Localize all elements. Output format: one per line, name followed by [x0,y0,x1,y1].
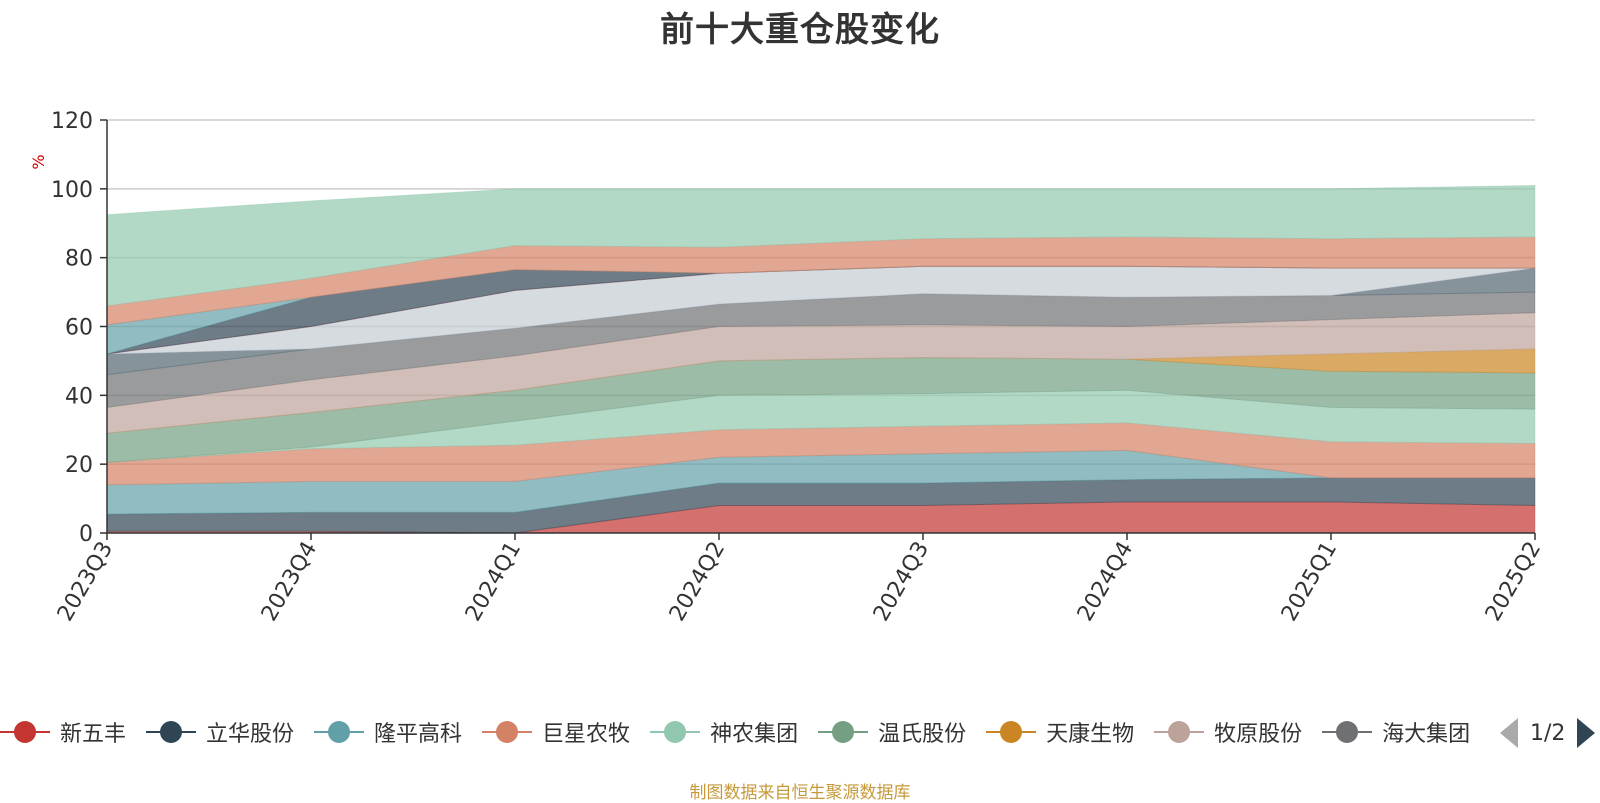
y-tick-label: 40 [65,384,93,409]
legend-item[interactable]: 天康生物 [986,712,1134,752]
y-tick-label: 100 [51,178,93,203]
legend-symbol-icon [314,721,365,743]
legend-symbol-icon [986,721,1037,743]
legend-symbol-icon [146,721,197,743]
legend-pager: 1/2 [1500,716,1596,750]
x-tick-label: 2024Q2 [665,538,730,626]
chart-title: 前十大重仓股变化 [660,10,940,50]
legend-label: 隆平高科 [374,722,463,747]
legend-label: 牧原股份 [1214,722,1303,747]
x-tick-label: 2023Q4 [257,538,322,626]
area-series-5[interactable] [106,389,1536,463]
stacked-area-chart: 0 20 40 60 80 100 120% 2023Q3 2023Q4 2024Q1 2024Q2… [29,109,1546,626]
legend-item[interactable]: 牧原股份 [1154,712,1302,752]
area-series-group [106,184,1536,534]
legend-item[interactable]: 神农集团 [650,712,798,752]
legend-symbol-icon [650,721,701,743]
legend-item[interactable]: 隆平高科 [314,712,462,752]
legend-page-indicator: 1/2 [1530,720,1566,746]
source-note: 制图数据来自恒生聚源数据库 [689,783,911,803]
y-axis-label: % [29,154,48,169]
legend-label: 立华股份 [206,722,295,747]
y-tick-label: 120 [51,109,93,134]
legend-item[interactable]: 新五丰 [0,712,126,752]
legend-label: 海大集团 [1382,722,1471,747]
legend-item[interactable]: 巨星农牧 [482,712,630,752]
y-tick-label: 60 [65,316,93,341]
x-tick-label: 2024Q3 [869,538,934,626]
x-tick-label: 2024Q4 [1073,538,1138,626]
area-series-16[interactable] [106,184,1536,307]
x-tick-label: 2024Q1 [461,538,526,626]
legend-next-page-icon[interactable] [1577,718,1596,748]
legend: 新五丰 立华股份 隆平高科 巨星农牧 神农集团 温氏股份 天康生物 牧原股份 海大集团 [0,712,1482,752]
legend-symbol-icon [1322,721,1373,743]
legend-item[interactable]: 立华股份 [146,712,294,752]
legend-symbol-icon [0,721,50,743]
x-tick-label: 2025Q1 [1277,538,1342,626]
legend-item[interactable]: 温氏股份 [818,712,966,752]
legend-label: 巨星农牧 [542,722,631,747]
legend-label: 温氏股份 [878,722,967,747]
legend-symbol-icon [1154,721,1205,743]
legend-label: 天康生物 [1046,722,1135,747]
y-tick-label: 20 [65,453,93,478]
legend-label: 神农集团 [710,722,799,747]
legend-label: 新五丰 [60,722,127,747]
x-tick-label: 2025Q2 [1481,538,1546,626]
legend-symbol-icon [818,721,869,743]
legend-symbol-icon [482,721,533,743]
y-tick-label: 0 [79,522,93,547]
legend-prev-page-icon[interactable] [1500,718,1518,748]
y-tick-label: 80 [65,247,93,272]
x-tick-label: 2023Q3 [53,538,118,626]
legend-item[interactable]: 海大集团 [1322,712,1470,752]
